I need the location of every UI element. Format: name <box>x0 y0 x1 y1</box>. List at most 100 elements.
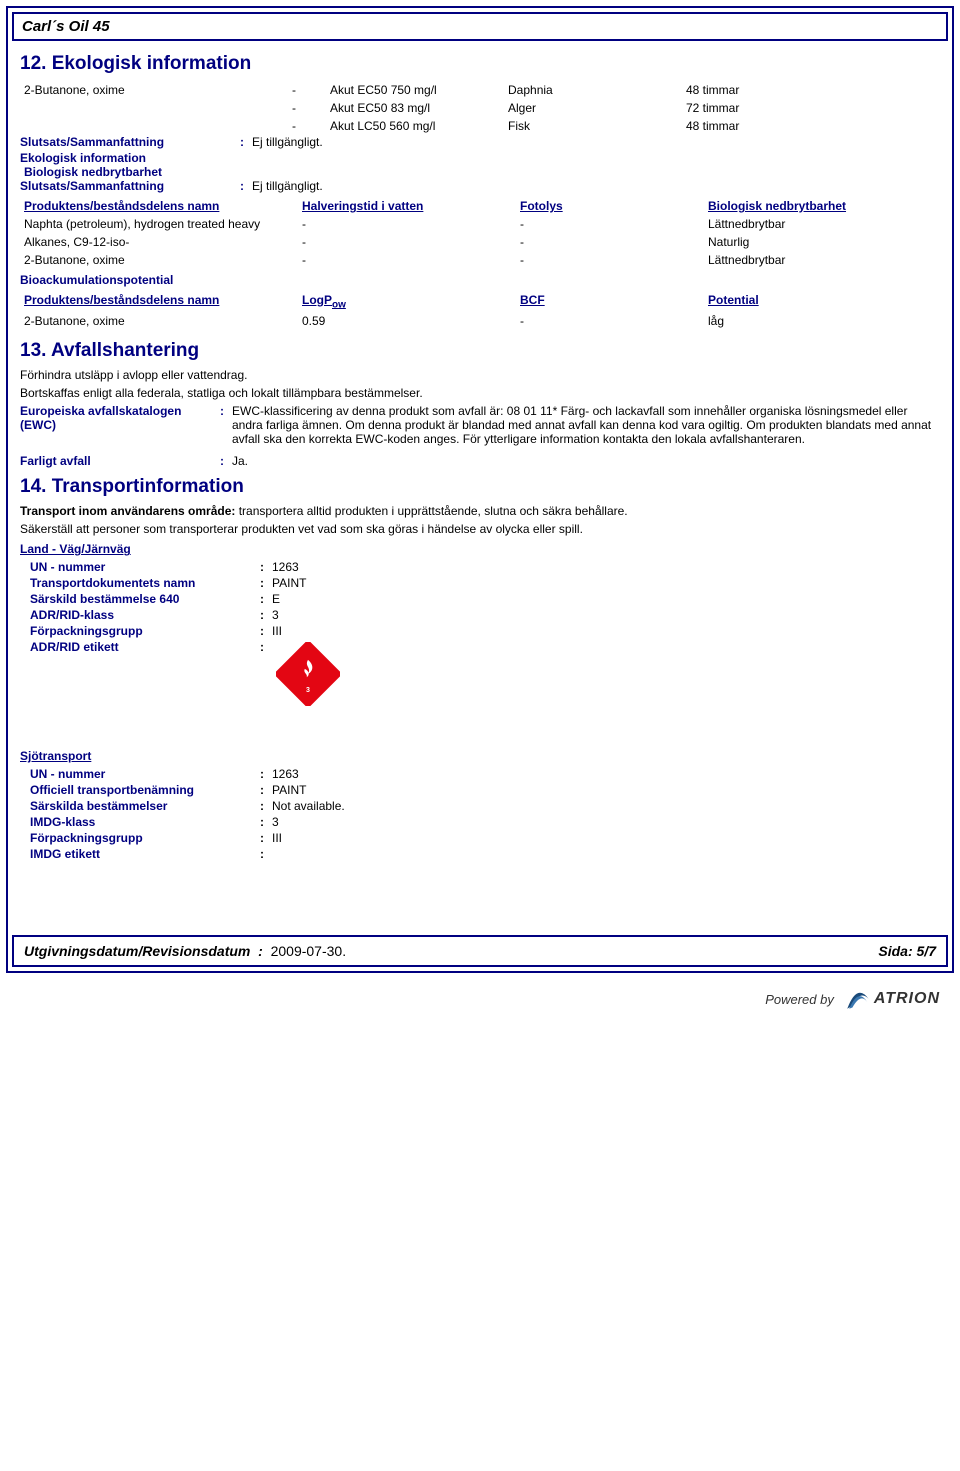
cell: Naturlig <box>704 233 940 251</box>
col-header: LogPow <box>298 291 516 312</box>
footer-left: Utgivningsdatum/Revisionsdatum : 2009-07… <box>24 943 346 959</box>
adr-etikett-icon: 3 <box>272 640 940 709</box>
table-row: 2-Butanone, oxime - - Lättnedbrytbar <box>20 251 940 269</box>
tox-species: Daphnia <box>504 81 682 99</box>
atrion-logo: ATRION <box>844 985 940 1013</box>
ewc-row: Europeiska avfallskatalogen (EWC) : EWC-… <box>20 404 940 446</box>
conclusion-label: Slutsats/Sammanfattning <box>20 135 240 149</box>
sea-label: IMDG etikett <box>30 847 260 861</box>
cell: - <box>516 215 704 233</box>
col-header: BCF <box>516 291 704 312</box>
cell: - <box>298 233 516 251</box>
flammable-diamond-icon: 3 <box>276 642 340 706</box>
land-val: 3 <box>272 608 940 622</box>
cell: låg <box>704 312 940 330</box>
conclusion-value-2: Ej tillgängligt. <box>252 179 323 193</box>
land-val: E <box>272 592 940 606</box>
hazwaste-row: Farligt avfall : Ja. <box>20 454 940 468</box>
sea-val: PAINT <box>272 783 940 797</box>
cell: - <box>516 251 704 269</box>
land-label: ADR/RID etikett <box>30 640 260 654</box>
toxicity-table: 2-Butanone, oxime - Akut EC50 750 mg/l D… <box>20 81 940 135</box>
tox-test: Akut EC50 83 mg/l <box>326 99 504 117</box>
cell: - <box>516 233 704 251</box>
cell: 2-Butanone, oxime <box>20 251 298 269</box>
content-area: 12. Ekologisk information 2-Butanone, ox… <box>8 45 952 931</box>
section-12-heading: 12. Ekologisk information <box>20 53 940 75</box>
cell: Lättnedbrytbar <box>704 215 940 233</box>
biodeg-label: Biologisk nedbrytbarhet <box>24 165 940 179</box>
land-rows: UN - nummer:1263 Transportdokumentets na… <box>30 560 940 709</box>
s14-intro1-rest: transportera alltid produkten i upprätts… <box>235 504 627 518</box>
cell: 0.59 <box>298 312 516 330</box>
sea-heading: Sjötransport <box>20 749 940 763</box>
logp-label: LogP <box>302 293 332 307</box>
bioaccum-table: Produktens/beståndsdelens namn LogPow BC… <box>20 291 940 330</box>
tox-test: Akut EC50 750 mg/l <box>326 81 504 99</box>
table-row: Alkanes, C9-12-iso- - - Naturlig <box>20 233 940 251</box>
eco-info-label: Ekologisk information <box>20 151 940 165</box>
hazwaste-label: Farligt avfall <box>20 454 220 468</box>
cell: - <box>516 312 704 330</box>
section-13-heading: 13. Avfallshantering <box>20 340 940 362</box>
product-title-box: Carl´s Oil 45 <box>12 12 948 41</box>
tox-test: Akut LC50 560 mg/l <box>326 117 504 135</box>
sea-val: Not available. <box>272 799 940 813</box>
tox-dash: - <box>288 81 326 99</box>
sea-label: Förpackningsgrupp <box>30 831 260 845</box>
sea-val: 1263 <box>272 767 940 781</box>
atrion-text: ATRION <box>874 990 940 1008</box>
sea-label: Officiell transportbenämning <box>30 783 260 797</box>
s14-intro2: Säkerställ att personer som transportera… <box>20 522 940 536</box>
svg-text:3: 3 <box>306 687 310 694</box>
cell: - <box>298 251 516 269</box>
sea-val: 3 <box>272 815 940 829</box>
sea-rows: UN - nummer:1263 Officiell transportbenä… <box>30 767 940 861</box>
tox-species: Fisk <box>504 117 682 135</box>
conclusion-value: Ej tillgängligt. <box>252 135 323 149</box>
table-header-row: Produktens/beståndsdelens namn Halvering… <box>20 197 940 215</box>
col-header: Biologisk nedbrytbarhet <box>704 197 940 215</box>
land-label: UN - nummer <box>30 560 260 574</box>
powered-label: Powered by <box>765 992 834 1007</box>
biodeg-table: Produktens/beståndsdelens namn Halvering… <box>20 197 940 269</box>
land-heading: Land - Väg/Järnväg <box>20 542 940 556</box>
cell: Alkanes, C9-12-iso- <box>20 233 298 251</box>
tox-time: 48 timmar <box>682 117 940 135</box>
ewc-label: Europeiska avfallskatalogen (EWC) <box>20 404 220 446</box>
s14-intro1: Transport inom användarens område: trans… <box>20 504 940 518</box>
cell: Naphta (petroleum), hydrogen treated hea… <box>20 215 298 233</box>
col-header: Halveringstid i vatten <box>298 197 516 215</box>
conclusion-row-2: Slutsats/Sammanfattning : Ej tillgänglig… <box>20 179 940 193</box>
s14-intro1-bold: Transport inom användarens område: <box>20 504 235 518</box>
table-row: - Akut LC50 560 mg/l Fisk 48 timmar <box>20 117 940 135</box>
land-label: ADR/RID-klass <box>30 608 260 622</box>
document-frame: Carl´s Oil 45 12. Ekologisk information … <box>6 6 954 973</box>
table-row: 2-Butanone, oxime - Akut EC50 750 mg/l D… <box>20 81 940 99</box>
table-header-row: Produktens/beståndsdelens namn LogPow BC… <box>20 291 940 312</box>
cell: - <box>298 215 516 233</box>
footer-box: Utgivningsdatum/Revisionsdatum : 2009-07… <box>12 935 948 967</box>
sea-val: III <box>272 831 940 845</box>
sea-label: UN - nummer <box>30 767 260 781</box>
footer-colon: : <box>258 943 263 959</box>
land-val: III <box>272 624 940 638</box>
tox-time: 72 timmar <box>682 99 940 117</box>
table-row: - Akut EC50 83 mg/l Alger 72 timmar <box>20 99 940 117</box>
land-label: Särskild bestämmelse 640 <box>30 592 260 606</box>
tox-substance: 2-Butanone, oxime <box>20 81 288 99</box>
col-header: Produktens/beståndsdelens namn <box>20 197 298 215</box>
bioaccum-label: Bioackumulationspotential <box>20 273 940 287</box>
col-header: Potential <box>704 291 940 312</box>
cell: 2-Butanone, oxime <box>20 312 298 330</box>
col-header: Produktens/beståndsdelens namn <box>20 291 298 312</box>
s13-p2: Bortskaffas enligt alla federala, statli… <box>20 386 940 400</box>
footer-date-label: Utgivningsdatum/Revisionsdatum <box>24 943 250 959</box>
s13-p1: Förhindra utsläpp i avlopp eller vattend… <box>20 368 940 382</box>
footer-page: Sida: 5/7 <box>878 943 936 959</box>
table-row: Naphta (petroleum), hydrogen treated hea… <box>20 215 940 233</box>
land-label: Transportdokumentets namn <box>30 576 260 590</box>
tox-time: 48 timmar <box>682 81 940 99</box>
atrion-swoosh-icon <box>844 985 870 1013</box>
land-val: PAINT <box>272 576 940 590</box>
